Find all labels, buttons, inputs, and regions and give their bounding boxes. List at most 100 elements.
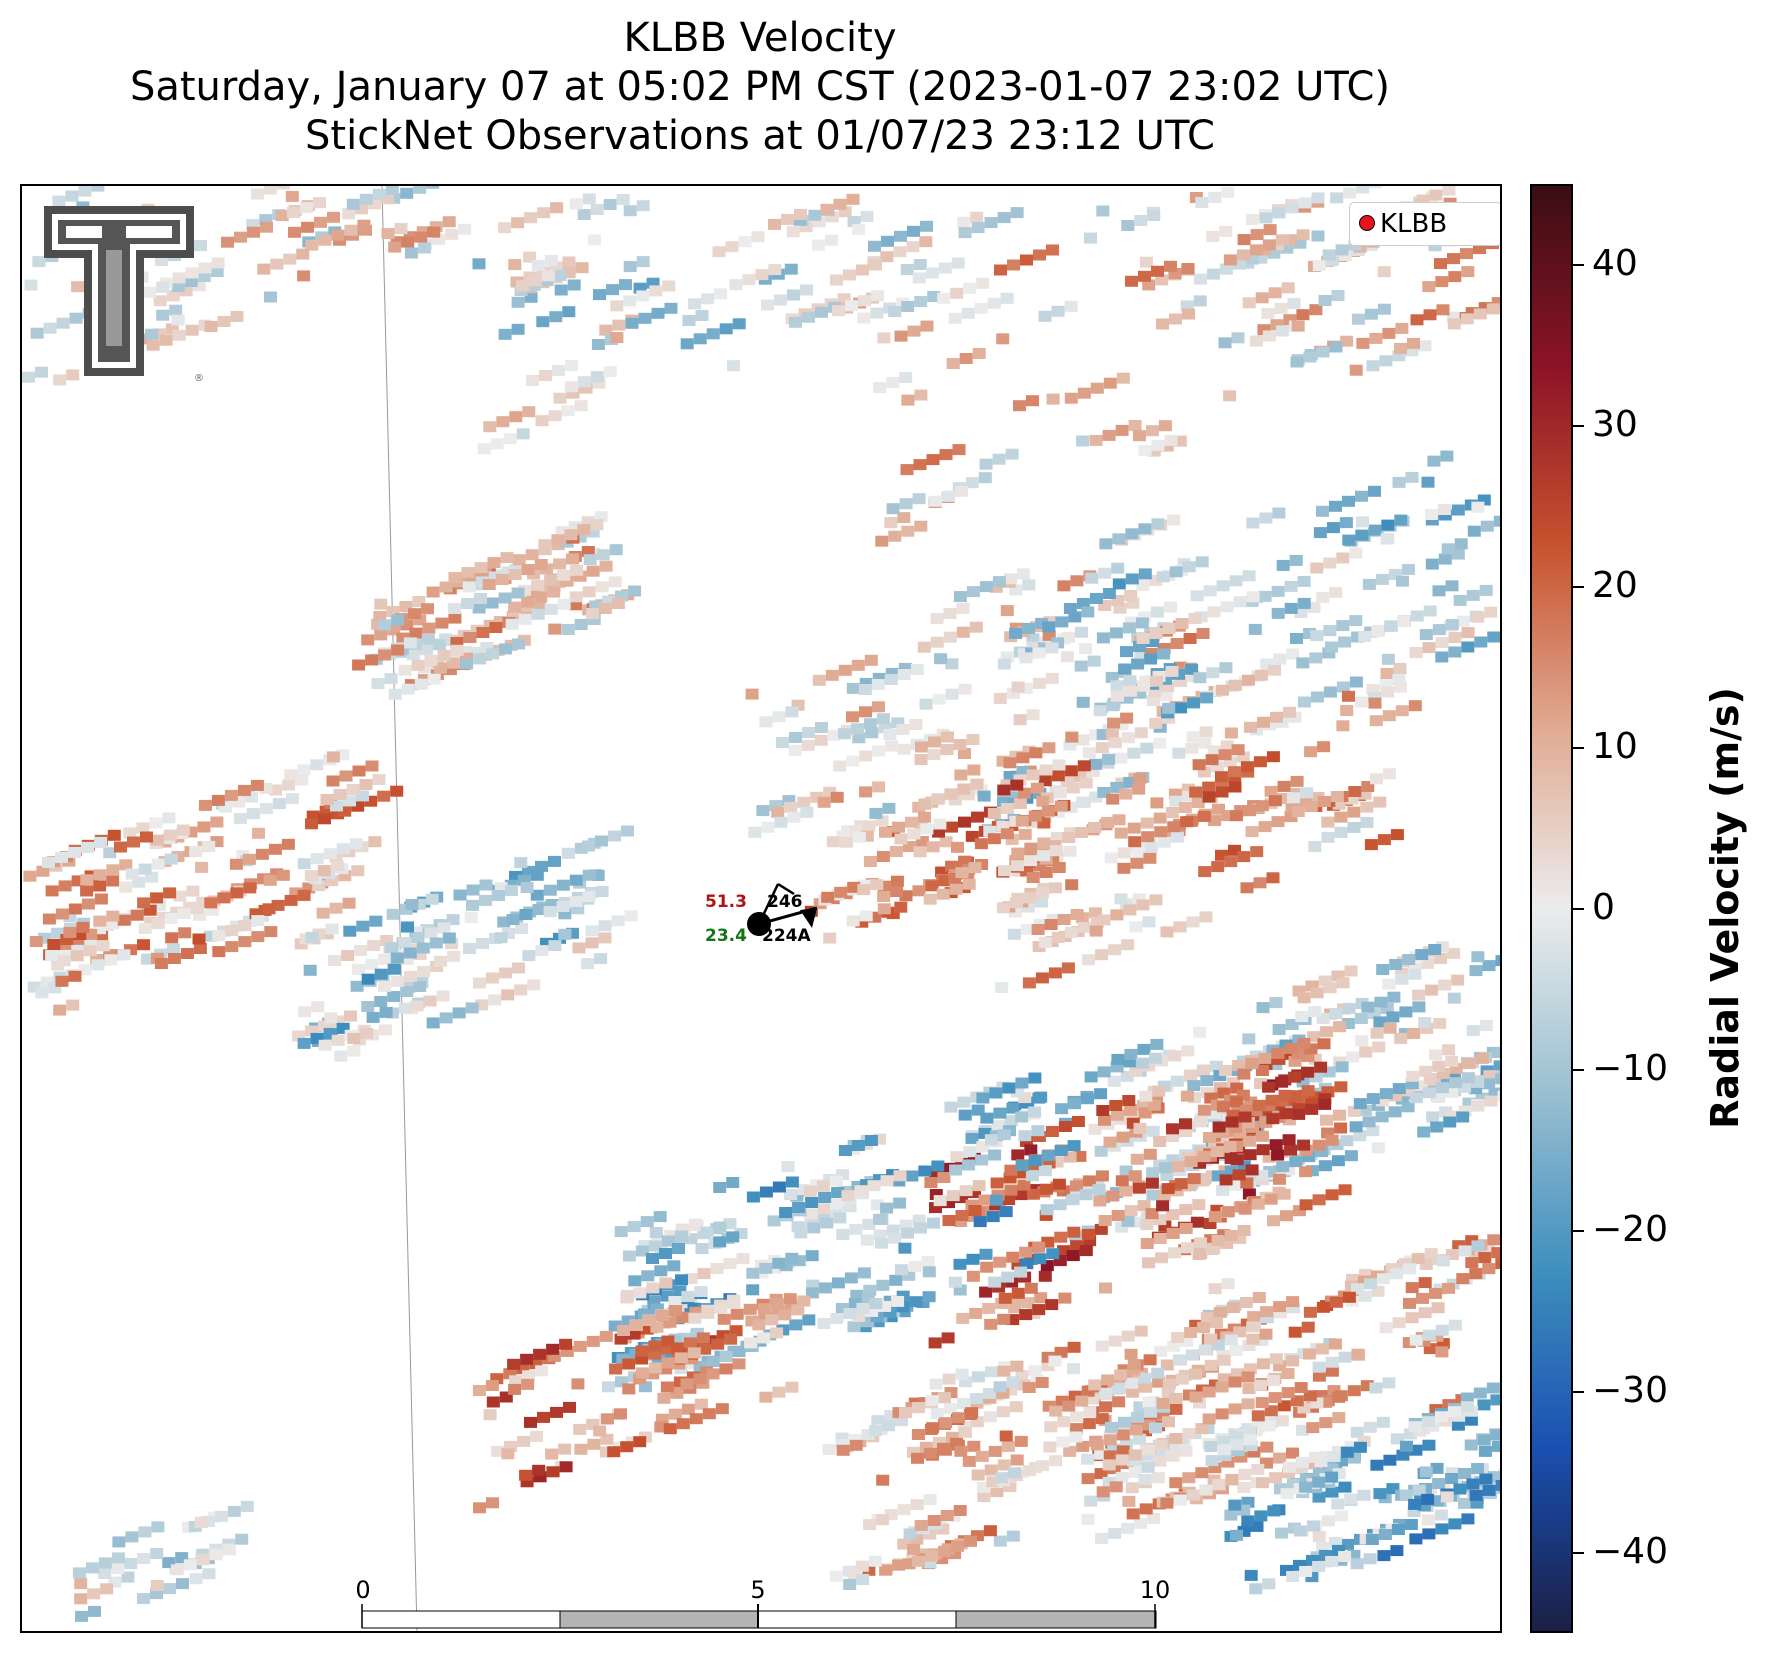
velocity-gate: [872, 701, 885, 713]
velocity-gate: [997, 796, 1010, 808]
velocity-gate: [1434, 952, 1448, 964]
velocity-gate: [925, 880, 939, 892]
velocity-gate: [1137, 1043, 1151, 1055]
velocity-gate: [1034, 896, 1048, 908]
velocity-gate: [1181, 1242, 1194, 1254]
velocity-gate: [1246, 591, 1260, 603]
velocity-gate: [1244, 1096, 1258, 1108]
velocity-gate: [125, 1531, 139, 1543]
velocity-gate: [1186, 1489, 1200, 1501]
velocity-gate: [785, 1381, 799, 1393]
velocity-gate: [1170, 831, 1184, 843]
velocity-gate: [1406, 1070, 1420, 1082]
velocity-gate: [1007, 928, 1021, 940]
velocity-gate: [1323, 557, 1337, 569]
velocity-gate: [398, 937, 412, 949]
velocity-gate: [1325, 1189, 1339, 1201]
velocity-gate: [1276, 1161, 1290, 1173]
velocity-gate: [1126, 1117, 1140, 1129]
velocity-gate: [1331, 290, 1345, 301]
velocity-gate: [1052, 1178, 1066, 1190]
velocity-gate: [573, 1340, 587, 1352]
velocity-gate: [1074, 626, 1088, 638]
velocity-gate: [1334, 1510, 1348, 1522]
colorbar-tick-mark: [1573, 1390, 1584, 1393]
velocity-gate: [1442, 1044, 1456, 1056]
velocity-gate: [1071, 1116, 1085, 1127]
velocity-gate: [519, 909, 533, 920]
velocity-gate: [841, 1190, 855, 1202]
velocity-gate: [668, 1296, 682, 1307]
velocity-gate: [1107, 1443, 1121, 1455]
velocity-gate: [743, 1303, 757, 1315]
velocity-gate: [153, 899, 167, 911]
velocity-gate: [941, 731, 954, 743]
velocity-gate: [890, 875, 904, 887]
velocity-gate: [1211, 1235, 1225, 1246]
velocity-gate: [1460, 313, 1474, 325]
velocity-gate: [1288, 1071, 1302, 1083]
velocity-gate: [1290, 775, 1304, 787]
velocity-gate: [78, 964, 92, 976]
velocity-gate: [1440, 1491, 1454, 1503]
velocity-gate: [1249, 335, 1263, 347]
velocity-gate: [738, 236, 752, 248]
velocity-gate: [1262, 239, 1276, 251]
velocity-gate: [198, 262, 212, 274]
velocity-gate: [1299, 1166, 1313, 1178]
velocity-gate: [488, 571, 502, 583]
velocity-gate: [330, 860, 344, 872]
velocity-gate: [1422, 1087, 1436, 1099]
velocity-gate: [1153, 1455, 1167, 1467]
velocity-gate: [1217, 1373, 1231, 1385]
velocity-gate: [1470, 1497, 1484, 1509]
velocity-gate: [137, 1593, 150, 1605]
colorbar-tick-label: −10: [1592, 1047, 1668, 1089]
velocity-gate: [855, 1560, 869, 1572]
velocity-gate: [1451, 1419, 1465, 1431]
velocity-gate: [396, 632, 410, 644]
velocity-gate: [1350, 1558, 1364, 1570]
velocity-gate: [1184, 1327, 1198, 1338]
velocity-gate: [1401, 1085, 1415, 1097]
velocity-gate: [1408, 700, 1422, 712]
velocity-gate: [377, 790, 391, 802]
velocity-gate: [514, 857, 528, 869]
velocity-gate: [1284, 1042, 1298, 1054]
velocity-gate: [803, 1185, 817, 1197]
velocity-gate: [873, 1213, 886, 1225]
velocity-gate: [378, 953, 392, 965]
velocity-gate: [1118, 1416, 1131, 1428]
velocity-gate: [1196, 1384, 1209, 1396]
velocity-gate: [859, 677, 873, 689]
velocity-gate: [225, 925, 239, 937]
velocity-gate: [600, 1433, 614, 1445]
velocity-gate: [55, 908, 69, 920]
velocity-gate: [1321, 816, 1335, 828]
velocity-gate: [566, 553, 579, 565]
velocity-gate: [992, 453, 1006, 465]
velocity-gate: [559, 1338, 573, 1350]
velocity-gate: [238, 936, 252, 948]
velocity-gate: [225, 941, 239, 953]
velocity-gate: [313, 197, 326, 209]
velocity-gate: [319, 805, 333, 817]
velocity-gate: [785, 1176, 799, 1188]
velocity-gate: [1484, 1095, 1498, 1107]
velocity-gate: [1469, 965, 1483, 977]
velocity-gate: [1341, 1018, 1355, 1029]
velocity-gate: [577, 524, 591, 536]
velocity-gate: [1017, 787, 1031, 799]
velocity-gate: [935, 866, 949, 878]
velocity-gate: [1144, 653, 1158, 665]
velocity-gate: [150, 1548, 164, 1559]
velocity-gate: [957, 783, 971, 795]
velocity-gate: [1280, 242, 1294, 254]
velocity-gate: [646, 1282, 660, 1294]
velocity-gate: [144, 916, 158, 928]
velocity-gate: [1102, 753, 1116, 765]
colorbar-tick-label: −40: [1592, 1530, 1668, 1572]
velocity-gate: [276, 186, 290, 190]
velocity-gate: [378, 649, 392, 661]
velocity-gate: [1226, 1302, 1240, 1313]
